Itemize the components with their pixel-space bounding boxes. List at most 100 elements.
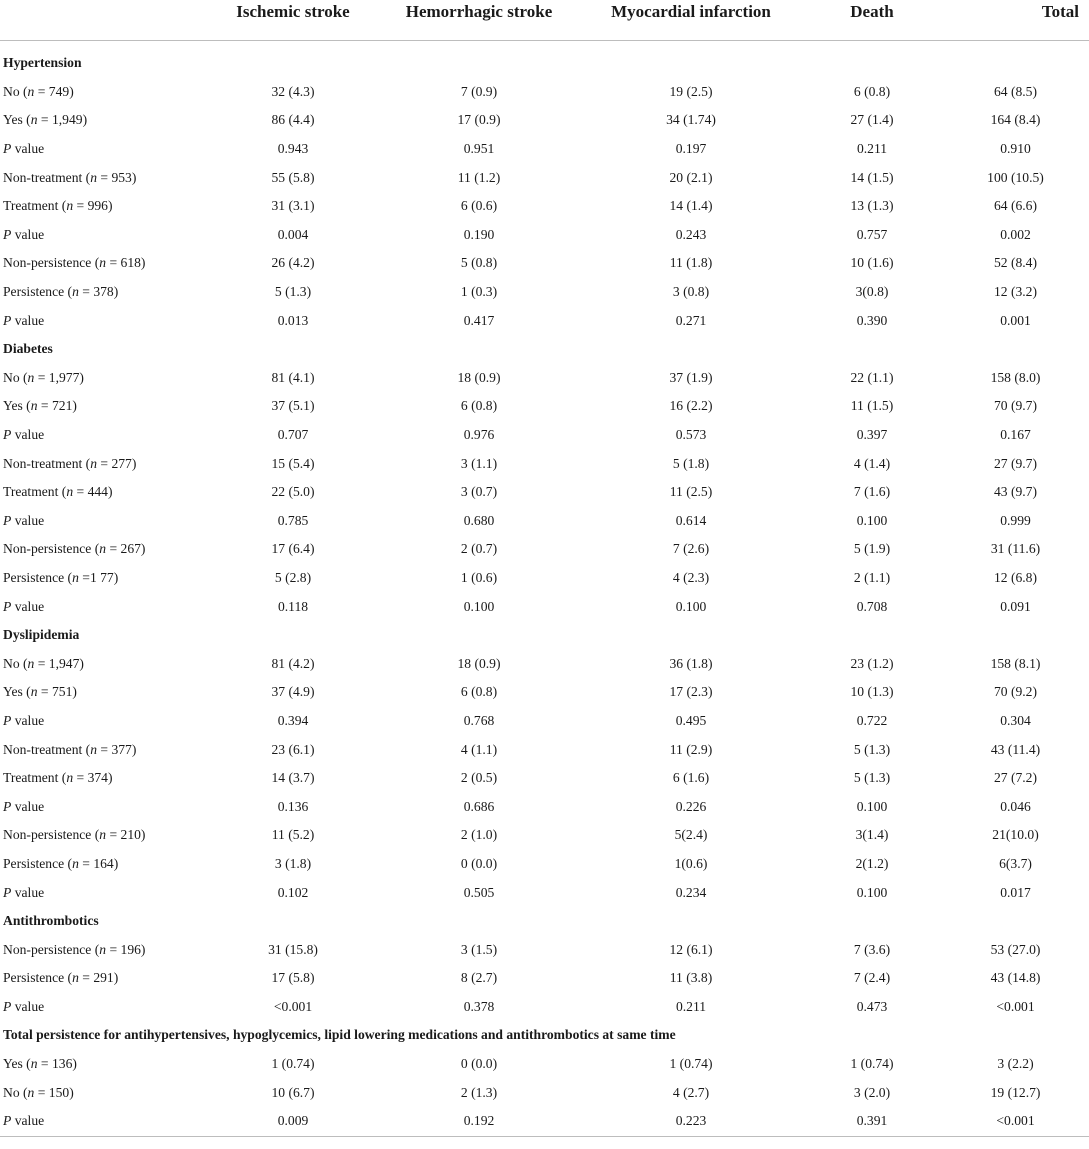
cell-total: <0.001 [996, 998, 1035, 1014]
cell-total: 0.001 [1000, 312, 1031, 328]
row-label-text: Persistence ( [3, 855, 73, 871]
cell-hemorrhagic-stroke: 0.686 [463, 798, 495, 814]
cell-ischemic-stroke: 22 (5.0) [271, 484, 315, 500]
section-title: Antithrombotics [3, 913, 99, 929]
cell-ischemic-stroke: <0.001 [273, 998, 313, 1014]
cell-hemorrhagic-stroke: 0.768 [463, 712, 495, 728]
cell-myocardial-infarction: 0.211 [675, 998, 707, 1014]
cell-total: 43 (14.8) [990, 970, 1041, 986]
cell-myocardial-infarction: 34 (1.74) [666, 112, 716, 128]
cell-death: 0.397 [856, 427, 888, 443]
row-label-text: Non-persistence ( [3, 827, 100, 843]
table-row: P value 0.102 0.505 0.234 0.100 0.017 [0, 878, 1089, 907]
cell-myocardial-infarction: 7 (2.6) [672, 541, 710, 557]
cell-total: 21(10.0) [992, 827, 1039, 843]
cell-ischemic-stroke: 17 (6.4) [271, 541, 315, 557]
row-label-count: = 749) [34, 83, 74, 99]
row-label: Persistence (n = 378) [0, 278, 208, 307]
row-label: Non-persistence (n = 210) [0, 821, 208, 850]
table-row: No (n = 749) 32 (4.3) 7 (0.9) 19 (2.5) 6 (0.… [0, 78, 1089, 107]
p-symbol: P [3, 798, 12, 814]
cell-hemorrhagic-stroke: 0.951 [463, 141, 495, 157]
cell-hemorrhagic-stroke: 0.976 [463, 427, 495, 443]
cell-total: 0.999 [1000, 512, 1031, 528]
cell-ischemic-stroke: 31 (3.1) [271, 198, 315, 214]
cell-ischemic-stroke: 5 (2.8) [274, 569, 312, 585]
section-title: Dyslipidemia [3, 627, 80, 643]
cell-ischemic-stroke: 37 (5.1) [271, 398, 315, 414]
cell-hemorrhagic-stroke: 6 (0.8) [460, 684, 498, 700]
row-label-text: Non-treatment ( [3, 169, 91, 185]
cell-death: 0.100 [856, 798, 888, 814]
table-row: Treatment (n = 374) 14 (3.7) 2 (0.5) 6 (1.6… [0, 764, 1089, 793]
cell-total: 43 (9.7) [993, 484, 1038, 500]
n-symbol: n [30, 1056, 38, 1072]
cell-total: 0.910 [1000, 141, 1031, 157]
cell-total: 0.091 [1000, 598, 1031, 614]
p-symbol: P [3, 226, 12, 242]
row-label-count: = 210) [106, 827, 146, 843]
cell-myocardial-infarction: 37 (1.9) [669, 369, 713, 385]
n-symbol: n [99, 941, 107, 957]
cell-myocardial-infarction: 0.226 [675, 798, 707, 814]
table-row: P value 0.707 0.976 0.573 0.397 0.167 [0, 421, 1089, 450]
cell-myocardial-infarction: 36 (1.8) [669, 655, 713, 671]
row-label-rest: value [11, 141, 45, 157]
cell-ischemic-stroke: 0.785 [277, 512, 309, 528]
table-row: P value 0.136 0.686 0.226 0.100 0.046 [0, 792, 1089, 821]
header-myocardial-infarction: Myocardial infarction [580, 0, 802, 41]
cell-myocardial-infarction: 11 (1.8) [669, 255, 713, 271]
cell-hemorrhagic-stroke: 17 (0.9) [457, 112, 501, 128]
cell-myocardial-infarction: 11 (3.8) [669, 970, 713, 986]
table-row: P value 0.013 0.417 0.271 0.390 0.001 [0, 306, 1089, 335]
row-label-text: No ( [3, 655, 28, 671]
cell-death: 6 (0.8) [853, 83, 891, 99]
cell-total: 100 (10.5) [987, 169, 1044, 185]
cell-death: 3(0.8) [855, 284, 889, 300]
table-row: Yes (n = 721) 37 (5.1) 6 (0.8) 16 (2.2) 11 (… [0, 392, 1089, 421]
table-row: P value 0.004 0.190 0.243 0.757 0.002 [0, 221, 1089, 250]
row-label-text: Treatment ( [3, 198, 67, 214]
cell-total: 52 (8.4) [993, 255, 1038, 271]
table-header-row: Ischemic stroke Hemorrhagic stroke Myoca… [0, 0, 1089, 41]
cell-total: 3 (2.2) [997, 1056, 1034, 1072]
cell-hemorrhagic-stroke: 1 (0.6) [460, 569, 498, 585]
cell-ischemic-stroke: 26 (4.2) [271, 255, 315, 271]
section-title: Hypertension [3, 55, 82, 71]
section-header-row: Diabetes [0, 335, 1089, 364]
cell-hemorrhagic-stroke: 18 (0.9) [457, 655, 501, 671]
table-row: Yes (n = 751) 37 (4.9) 6 (0.8) 17 (2.3) 10 (… [0, 678, 1089, 707]
cell-ischemic-stroke: 3 (1.8) [274, 855, 312, 871]
cell-hemorrhagic-stroke: 1 (0.3) [460, 284, 498, 300]
table-row: Treatment (n = 996) 31 (3.1) 6 (0.6) 14 (1.… [0, 192, 1089, 221]
cell-ischemic-stroke: 15 (5.4) [271, 455, 315, 471]
cell-hemorrhagic-stroke: 11 (1.2) [457, 169, 501, 185]
n-symbol: n [30, 112, 38, 128]
row-label-rest: value [11, 712, 45, 728]
row-label: P value [0, 507, 208, 536]
row-label: Yes (n = 136) [0, 1050, 208, 1079]
row-label-text: No ( [3, 83, 28, 99]
p-symbol: P [3, 884, 12, 900]
cell-ischemic-stroke: 81 (4.1) [271, 369, 315, 385]
n-symbol: n [27, 83, 35, 99]
cell-ischemic-stroke: 5 (1.3) [274, 284, 312, 300]
table-row: No (n = 1,947) 81 (4.2) 18 (0.9) 36 (1.8) 23… [0, 649, 1089, 678]
cell-total: 0.046 [1000, 798, 1031, 814]
cell-ischemic-stroke: 14 (3.7) [271, 770, 315, 786]
p-symbol: P [3, 312, 12, 328]
cell-myocardial-infarction: 19 (2.5) [669, 83, 713, 99]
cell-total: 158 (8.0) [990, 369, 1041, 385]
row-label-rest: value [11, 598, 45, 614]
row-label-text: Non-treatment ( [3, 741, 91, 757]
cell-hemorrhagic-stroke: 0.417 [463, 312, 495, 328]
cell-myocardial-infarction: 12 (6.1) [669, 941, 713, 957]
cell-hemorrhagic-stroke: 6 (0.8) [460, 398, 498, 414]
cell-total: 0.017 [1000, 884, 1031, 900]
n-symbol: n [99, 827, 107, 843]
cell-total: 64 (6.6) [993, 198, 1038, 214]
row-label-count: = 267) [106, 541, 146, 557]
row-label-count: = 721) [37, 398, 77, 414]
cell-death: 7 (3.6) [853, 941, 891, 957]
row-label: No (n = 1,977) [0, 364, 208, 393]
